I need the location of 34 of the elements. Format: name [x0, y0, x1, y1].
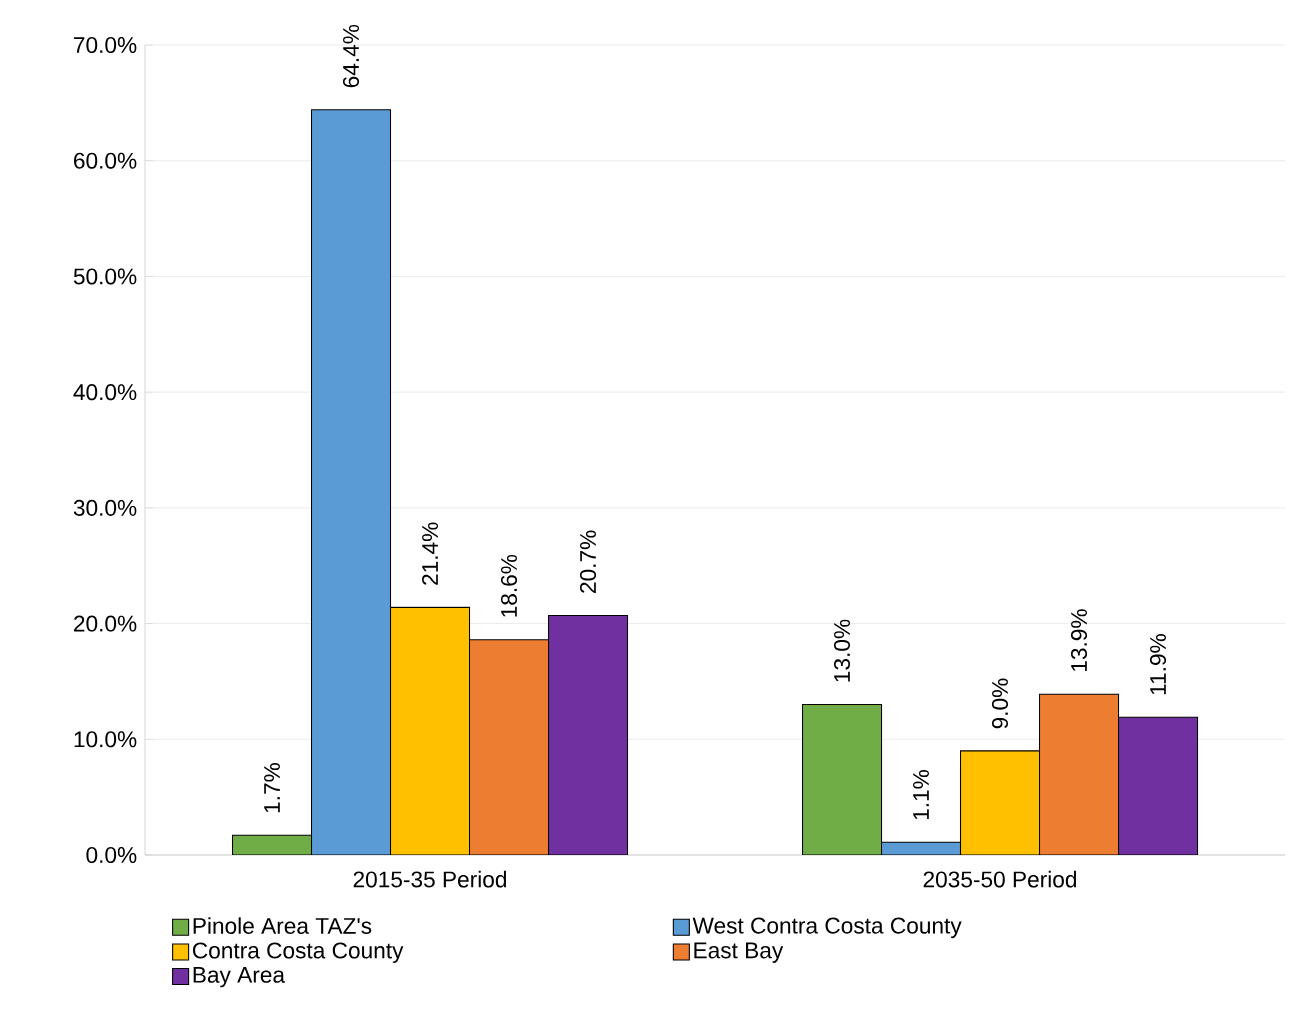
bar — [959, 750, 1041, 855]
bar — [389, 606, 471, 855]
bar — [1117, 716, 1199, 855]
bar — [1038, 693, 1120, 855]
legend-label: Contra Costa County — [192, 942, 404, 963]
y-tick-label: 30.0% — [73, 499, 137, 516]
y-tick-label: 0.0% — [86, 846, 137, 864]
y-tick-label: 50.0% — [73, 268, 137, 285]
data-label: 64.4% — [342, 24, 360, 88]
data-label: 21.4% — [422, 522, 438, 585]
y-tick-label: 60.0% — [74, 152, 137, 169]
legend-label: Pinole Area TAZ's — [193, 917, 372, 934]
y-tick-label: 20.0% — [74, 615, 137, 632]
legend-label: West Contra Costa County — [692, 917, 962, 939]
bar — [310, 109, 392, 855]
data-label: 13.9% — [1070, 609, 1088, 671]
bar — [231, 834, 313, 855]
data-label: 20.7% — [579, 530, 597, 593]
y-tick-label: 40.0% — [73, 384, 137, 401]
data-label: 1.1% — [913, 770, 929, 820]
data-label: 11.9% — [1149, 634, 1167, 695]
y-tick-label: 70.0% — [74, 36, 137, 54]
y-tick-label: 10.0% — [74, 731, 137, 748]
legend-label: East Bay — [694, 942, 784, 963]
x-tick-label: 2015-35 Period — [353, 870, 506, 888]
data-label: 9.0% — [991, 678, 1009, 729]
x-tick-label: 2035-50 Period — [923, 870, 1076, 888]
data-label: 18.6% — [500, 554, 518, 617]
bar — [801, 704, 883, 855]
data-label: 13.0% — [833, 619, 851, 682]
bar — [468, 639, 550, 855]
bar — [547, 614, 629, 855]
data-label: 1.7% — [264, 763, 280, 813]
legend-label: Bay Area — [193, 967, 286, 988]
